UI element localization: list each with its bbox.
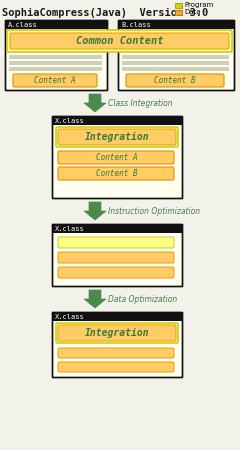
Bar [52, 116, 182, 198]
Text: Data Optimization: Data Optimization [108, 294, 177, 303]
FancyBboxPatch shape [7, 30, 232, 52]
Text: X.class: X.class [55, 226, 85, 232]
Text: Content A: Content A [96, 153, 138, 162]
Text: Content A: Content A [34, 76, 76, 85]
FancyBboxPatch shape [58, 362, 174, 372]
Polygon shape [84, 202, 106, 220]
Text: Data: Data [184, 9, 200, 15]
FancyBboxPatch shape [58, 348, 174, 358]
Polygon shape [84, 290, 106, 308]
Text: Instruction Optimization: Instruction Optimization [108, 207, 200, 216]
Text: B.class: B.class [121, 22, 151, 28]
Bar [52, 224, 182, 286]
Bar [52, 116, 182, 125]
FancyBboxPatch shape [58, 167, 174, 180]
Text: X.class: X.class [55, 118, 85, 124]
FancyBboxPatch shape [10, 33, 229, 49]
FancyBboxPatch shape [58, 252, 174, 263]
Text: Integration: Integration [85, 132, 149, 142]
Text: Content B: Content B [96, 169, 138, 178]
Bar [52, 116, 182, 198]
Bar [52, 224, 182, 233]
FancyBboxPatch shape [58, 267, 174, 278]
FancyBboxPatch shape [56, 323, 178, 343]
Bar [52, 224, 182, 286]
Bar [9, 55, 102, 58]
Text: Integration: Integration [85, 328, 149, 338]
FancyBboxPatch shape [126, 74, 224, 87]
FancyBboxPatch shape [58, 325, 176, 341]
Bar [122, 67, 229, 71]
Bar [5, 20, 107, 90]
Bar [9, 61, 102, 64]
Bar [118, 20, 234, 90]
Bar [9, 67, 102, 71]
Bar [52, 312, 182, 321]
Text: X.class: X.class [55, 314, 85, 320]
Polygon shape [84, 94, 106, 112]
Bar [5, 20, 107, 90]
Text: SophiaCompress(Java)  Version 3.0: SophiaCompress(Java) Version 3.0 [2, 8, 208, 18]
FancyBboxPatch shape [56, 127, 178, 147]
FancyBboxPatch shape [58, 237, 174, 248]
FancyBboxPatch shape [13, 74, 97, 87]
FancyBboxPatch shape [58, 129, 176, 145]
Text: A.class: A.class [8, 22, 38, 28]
Text: Content B: Content B [154, 76, 196, 85]
Text: Program: Program [184, 3, 213, 9]
Bar [122, 55, 229, 58]
Bar [122, 61, 229, 64]
Bar [175, 3, 182, 8]
Bar [5, 20, 107, 29]
Text: Common Content: Common Content [76, 36, 163, 46]
Bar [52, 312, 182, 377]
FancyBboxPatch shape [58, 151, 174, 164]
Bar [52, 312, 182, 377]
Text: Class Integration: Class Integration [108, 99, 173, 108]
Bar [118, 20, 234, 90]
Bar [175, 10, 182, 15]
Bar [118, 20, 234, 29]
